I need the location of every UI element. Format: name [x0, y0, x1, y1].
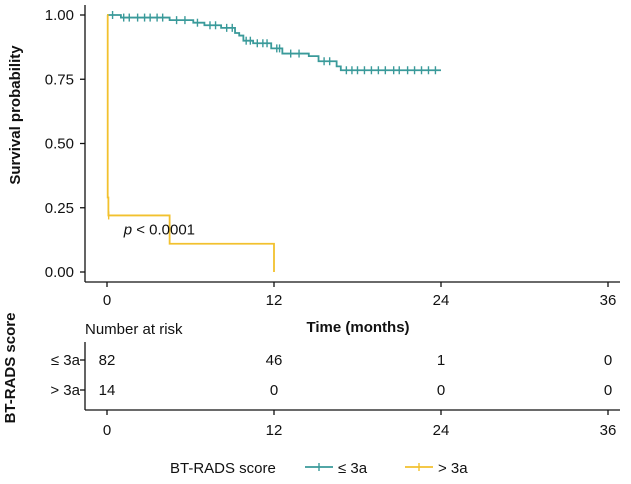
risk-cell: 82 [99, 352, 116, 369]
risk-cell: 0 [270, 382, 278, 399]
x-tick-label: 12 [266, 292, 283, 309]
risk-x-tick-label: 24 [433, 422, 450, 439]
legend: BT-RADS score ≤ 3a > 3a [170, 460, 468, 477]
risk-x-tick-label: 12 [266, 422, 283, 439]
y-tick-label: 0.50 [45, 136, 74, 153]
risk-table-title: Number at risk [85, 321, 183, 338]
legend-title: BT-RADS score [170, 460, 276, 477]
risk-table: Number at risk BT-RADS score ≤ 3a 82 46 1 0>… [2, 313, 620, 439]
risk-x-tick-label: 0 [103, 422, 111, 439]
risk-cell: 0 [604, 352, 612, 369]
survival-curve-le-3a [107, 14, 441, 72]
x-tick-label: 0 [103, 292, 111, 309]
p-value-annotation: p < 0.0001 [123, 222, 195, 239]
y-axis-ticks: 0.00 0.25 0.50 0.75 1.00 [45, 7, 85, 281]
risk-table-x-ticks: 0 12 24 36 [103, 410, 617, 439]
legend-label: > 3a [438, 460, 468, 477]
x-tick-label: 36 [600, 292, 617, 309]
y-tick-label: 0.00 [45, 264, 74, 281]
risk-table-side-label: BT-RADS score [2, 313, 19, 424]
x-axis-title: Time (months) [306, 319, 409, 336]
x-tick-label: 24 [433, 292, 450, 309]
risk-row-label: > 3a [50, 382, 80, 399]
y-tick-label: 1.00 [45, 7, 74, 24]
p-value-prefix: p [123, 222, 132, 239]
survival-curves [106, 11, 441, 272]
legend-items: ≤ 3a > 3a [305, 460, 468, 477]
y-axis-title: Survival probability [7, 45, 24, 185]
p-value-text: < 0.0001 [132, 222, 195, 239]
risk-table-rows: ≤ 3a 82 46 1 0> 3a 14 0 0 0 [50, 352, 612, 399]
risk-row-label: ≤ 3a [51, 352, 81, 369]
y-tick-label: 0.75 [45, 71, 74, 88]
legend-label: ≤ 3a [338, 460, 368, 477]
km-plot-panel: 0.00 0.25 0.50 0.75 1.00 0 12 24 36 Survival pr… [7, 5, 620, 309]
risk-cell: 1 [437, 352, 445, 369]
risk-cell: 46 [266, 352, 283, 369]
risk-cell: 14 [99, 382, 116, 399]
risk-cell: 0 [437, 382, 445, 399]
risk-x-tick-label: 36 [600, 422, 617, 439]
y-tick-label: 0.25 [45, 200, 74, 217]
x-axis-ticks: 0 12 24 36 [103, 282, 617, 309]
risk-cell: 0 [604, 382, 612, 399]
